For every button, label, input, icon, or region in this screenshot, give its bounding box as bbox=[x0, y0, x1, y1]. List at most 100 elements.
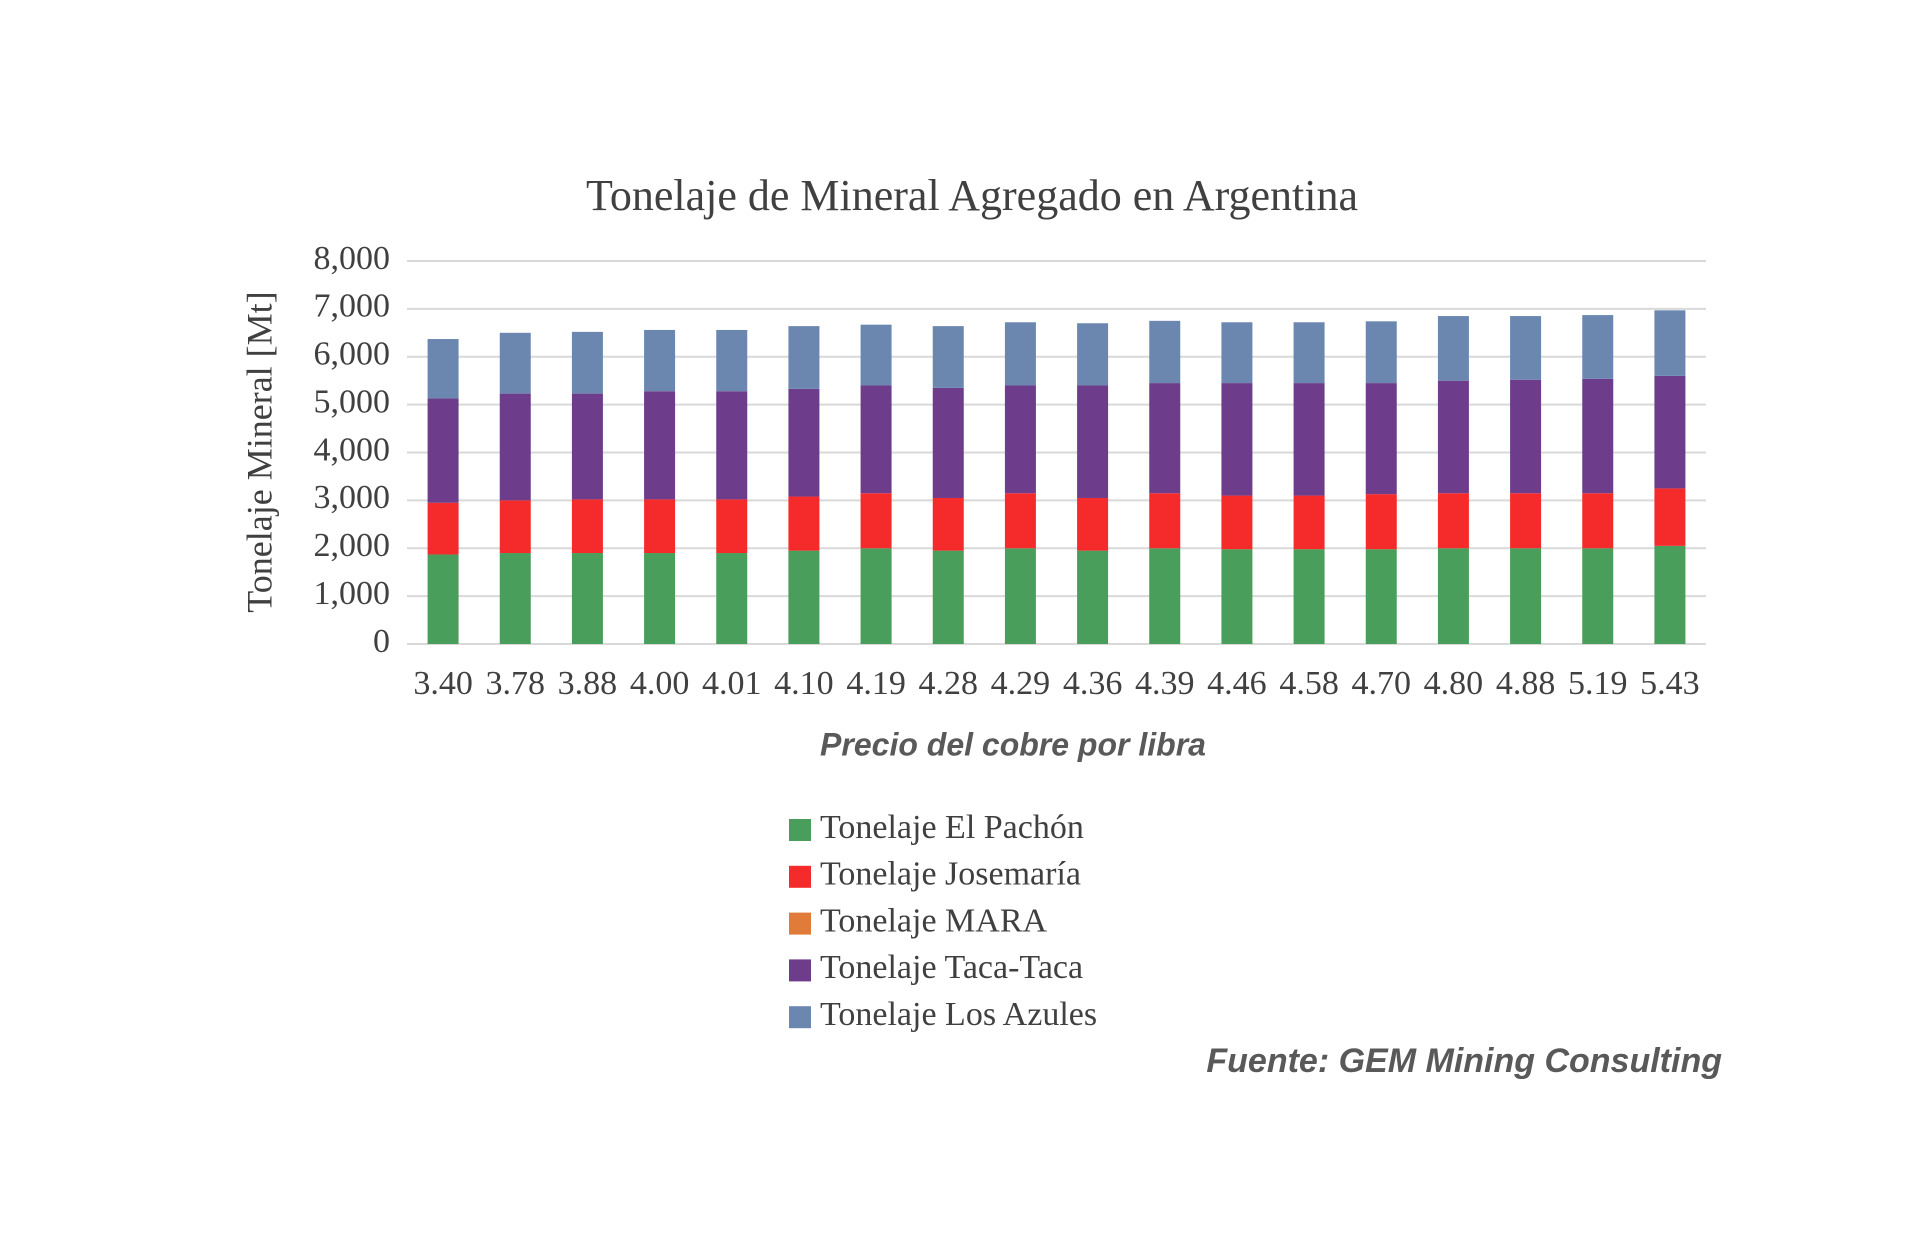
bar-segment bbox=[1149, 493, 1181, 549]
bar-segment bbox=[932, 550, 964, 644]
bar-segment bbox=[427, 398, 459, 503]
bar-segment bbox=[932, 326, 964, 388]
bar-segment bbox=[571, 393, 603, 500]
bar-segment bbox=[860, 493, 892, 549]
source-note: Fuente: GEM Mining Consulting bbox=[1206, 1042, 1722, 1080]
bar-segment bbox=[932, 497, 964, 551]
bar-segment bbox=[499, 393, 531, 501]
bar-segment bbox=[860, 385, 892, 494]
bar-segment bbox=[571, 499, 603, 554]
bar-segment bbox=[427, 502, 459, 555]
y-tick-label: 4,000 bbox=[314, 431, 391, 468]
bar-segment bbox=[1221, 549, 1253, 644]
bar-segment bbox=[1437, 493, 1469, 549]
y-axis-title: Tonelaje Mineral [Mt] bbox=[239, 291, 279, 612]
bar-segment bbox=[1149, 383, 1181, 494]
bar-segment bbox=[1510, 548, 1542, 644]
bar-segment bbox=[716, 553, 748, 644]
bar-segment bbox=[1582, 378, 1614, 494]
y-tick-label: 1,000 bbox=[314, 575, 391, 612]
x-tick-label: 5.43 bbox=[1640, 665, 1700, 702]
y-tick-label: 6,000 bbox=[314, 336, 391, 373]
x-tick-label: 4.01 bbox=[702, 665, 762, 702]
x-tick-label: 4.29 bbox=[991, 665, 1051, 702]
bar-segment bbox=[1510, 316, 1542, 380]
bar-segment bbox=[571, 553, 603, 644]
legend-label: Tonelaje El Pachón bbox=[820, 809, 1084, 846]
bar-segment bbox=[1510, 493, 1542, 549]
bar-segment bbox=[1221, 495, 1253, 550]
bar-segment bbox=[716, 329, 748, 392]
legend-swatch bbox=[789, 1006, 811, 1029]
legend-label: Tonelaje Josemaría bbox=[820, 856, 1081, 893]
bar-segment bbox=[1221, 383, 1253, 496]
bar-segment bbox=[1654, 545, 1686, 644]
legend-swatch bbox=[789, 865, 811, 888]
bar-segment bbox=[1149, 548, 1181, 644]
x-tick-label: 4.39 bbox=[1135, 665, 1195, 702]
bar-segment bbox=[499, 332, 531, 394]
x-tick-label: 4.10 bbox=[774, 665, 834, 702]
legend-swatch bbox=[789, 959, 811, 982]
x-tick-label: 4.19 bbox=[846, 665, 906, 702]
bar-segment bbox=[860, 324, 892, 386]
bar-segment bbox=[644, 553, 676, 644]
y-tick-label: 5,000 bbox=[314, 383, 391, 420]
x-tick-label: 4.28 bbox=[919, 665, 979, 702]
bar-segment bbox=[499, 500, 531, 554]
y-tick-label: 7,000 bbox=[314, 288, 391, 325]
bar-segment bbox=[1293, 549, 1325, 644]
bar-segment bbox=[716, 391, 748, 500]
bar-segment bbox=[1077, 385, 1109, 498]
bar-segment bbox=[1582, 315, 1614, 379]
bar-segment bbox=[1149, 320, 1181, 384]
legend-label: Tonelaje Taca-Taca bbox=[820, 949, 1083, 986]
bar-segment bbox=[1077, 550, 1109, 644]
x-tick-label: 4.46 bbox=[1207, 665, 1267, 702]
bar-segment bbox=[932, 387, 964, 498]
x-axis-title: Precio del cobre por libra bbox=[820, 726, 1206, 762]
bar-segment bbox=[1004, 493, 1036, 549]
bar-segment bbox=[1293, 383, 1325, 496]
bar-segment bbox=[1365, 321, 1397, 384]
bar-segment bbox=[1437, 380, 1469, 494]
bar-segment bbox=[1365, 549, 1397, 644]
bar-segment bbox=[1221, 322, 1253, 384]
x-tick-label: 4.70 bbox=[1352, 665, 1412, 702]
bar-segment bbox=[1365, 494, 1397, 550]
x-tick-label: 4.88 bbox=[1496, 665, 1556, 702]
bar-segment bbox=[1293, 495, 1325, 550]
bar-segment bbox=[1510, 379, 1542, 494]
y-tick-label: 3,000 bbox=[314, 479, 391, 516]
x-tick-label: 3.40 bbox=[413, 665, 473, 702]
bar-segment bbox=[1654, 310, 1686, 376]
x-tick-label: 4.00 bbox=[630, 665, 690, 702]
bar-segment bbox=[644, 391, 676, 500]
bar-segment bbox=[1582, 548, 1614, 644]
bar-segment bbox=[716, 499, 748, 554]
chart-title: Tonelaje de Mineral Agregado en Argentin… bbox=[586, 171, 1358, 220]
x-tick-label: 3.78 bbox=[486, 665, 546, 702]
y-tick-label: 0 bbox=[373, 623, 390, 660]
bar-segment bbox=[788, 326, 820, 389]
legend-label: Tonelaje Los Azules bbox=[820, 996, 1097, 1033]
bar-segment bbox=[1437, 548, 1469, 644]
y-tick-label: 8,000 bbox=[314, 240, 391, 277]
bar-segment bbox=[427, 554, 459, 644]
bar-segment bbox=[1365, 383, 1397, 495]
bar-segment bbox=[860, 548, 892, 644]
bar-segment bbox=[1077, 323, 1109, 386]
bar-segment bbox=[644, 499, 676, 554]
bar-segment bbox=[1004, 548, 1036, 644]
bar-segment bbox=[427, 339, 459, 399]
bar-segment bbox=[499, 553, 531, 644]
bar-segment bbox=[1582, 493, 1614, 549]
bar-segment bbox=[788, 550, 820, 644]
bar-segment bbox=[644, 329, 676, 392]
bar-segment bbox=[1293, 322, 1325, 384]
legend-label: Tonelaje MARA bbox=[820, 902, 1048, 939]
bar-segment bbox=[1077, 497, 1109, 551]
bar-segment bbox=[1004, 385, 1036, 494]
bar-segment bbox=[788, 388, 820, 497]
